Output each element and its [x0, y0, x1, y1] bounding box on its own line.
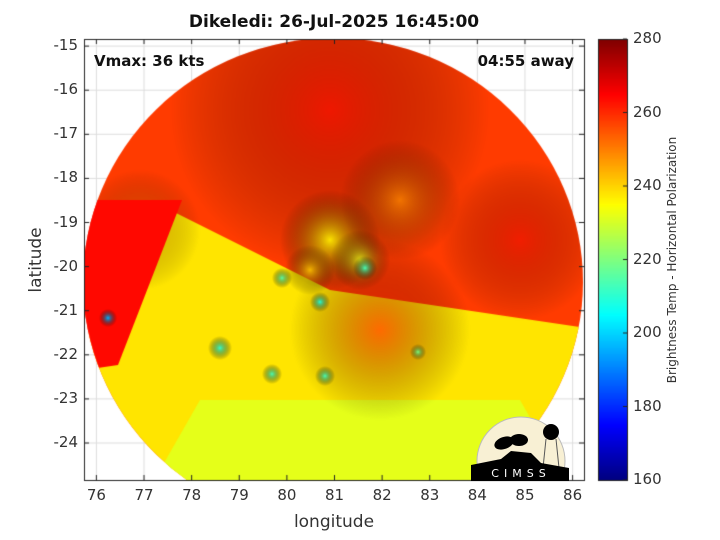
x-tick-label: 84 [467, 486, 487, 504]
y-tick-label: -20 [53, 256, 79, 275]
y-tick-label: -22 [53, 344, 79, 363]
colorbar-tick-label: 280 [633, 29, 662, 47]
chart-title: Dikeledi: 26-Jul-2025 16:45:00 [188, 12, 480, 32]
x-tick-label: 82 [372, 486, 392, 504]
colorbar-tick-label: 260 [633, 102, 662, 121]
colorbar-tick-label: 200 [633, 323, 662, 341]
x-axis-label: longitude [293, 512, 375, 532]
y-tick-label: -15 [53, 36, 79, 55]
y-tick-label: -24 [53, 433, 79, 451]
x-tick-label: 78 [182, 486, 202, 504]
svg-text:CIMSS: CIMSS [491, 467, 550, 480]
colorbar-tick-label: 240 [633, 176, 662, 194]
cimss-logo: CIMSS [471, 416, 569, 481]
x-tick-label: 85 [515, 486, 535, 504]
x-tick-label: 79 [229, 486, 249, 504]
colorbar-tick-label: 220 [633, 249, 662, 268]
y-tick-label: -17 [53, 124, 79, 143]
x-tick-label: 81 [324, 486, 345, 504]
y-tick-label: -18 [53, 168, 79, 187]
y-tick-label: -19 [53, 212, 79, 231]
y-tick-label: -23 [53, 388, 79, 407]
colorbar-tick-label: 180 [633, 396, 662, 415]
time-away-label: 04:55 away [477, 52, 574, 70]
vmax-label: Vmax: 36 kts [94, 52, 205, 70]
x-tick-label: 80 [277, 486, 297, 504]
x-tick-label: 83 [420, 486, 440, 504]
y-axis-label: latitude [26, 227, 46, 293]
y-tick-label: -21 [53, 300, 79, 319]
x-tick-label: 77 [134, 486, 154, 504]
x-tick-label: 86 [563, 486, 583, 504]
y-tick-label: -16 [53, 80, 79, 99]
colorbar-tick-label: 160 [633, 470, 662, 488]
x-tick-label: 76 [86, 486, 106, 504]
colorbar-label: Brightness Temp - Horizontal Polarizatio… [665, 136, 679, 384]
